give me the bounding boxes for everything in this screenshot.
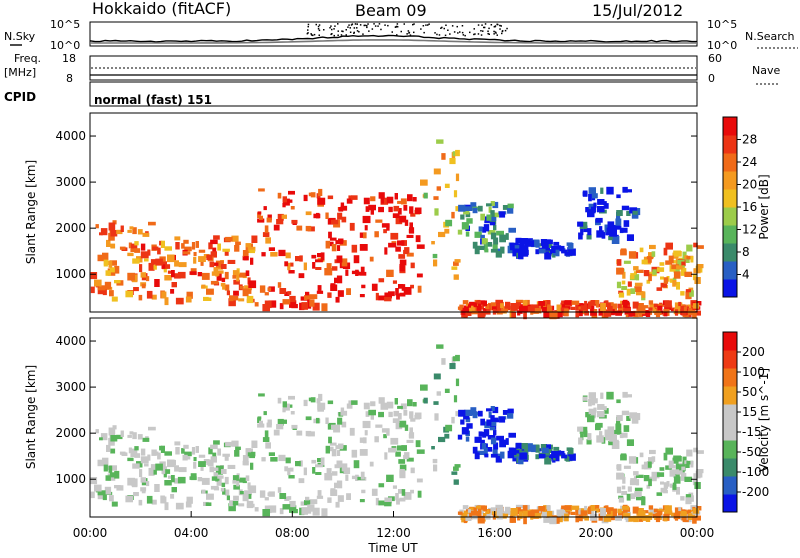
ytick-label: 3000 bbox=[55, 380, 86, 394]
nsearch-label: N.Search bbox=[745, 30, 795, 43]
nsky-dots bbox=[306, 23, 508, 37]
nave-bottom-tick: 0 bbox=[708, 72, 715, 85]
xtick-label: 00:00 bbox=[73, 526, 108, 540]
colorbar-tick: 12 bbox=[742, 223, 757, 237]
nsearch-top-tick: 10^5 bbox=[707, 18, 737, 31]
velocity-colorbar-frame bbox=[722, 331, 738, 513]
freq-label: Freq. bbox=[14, 52, 41, 65]
ytick-label: 3000 bbox=[55, 175, 86, 189]
xtick-label: 20:00 bbox=[579, 526, 614, 540]
power-colorbar: 4 8 12 16 20 24 28 bbox=[723, 117, 757, 298]
ytick-label: 1000 bbox=[55, 267, 86, 281]
ytick-label: 4000 bbox=[55, 129, 86, 143]
cpid-value: normal (fast) 151 bbox=[94, 93, 212, 107]
nsky-bottom-tick: 10^0 bbox=[50, 39, 80, 52]
nave-top-tick: 60 bbox=[708, 52, 722, 65]
colorbar-tick: 20 bbox=[742, 178, 757, 192]
ytick-label: 1000 bbox=[55, 472, 86, 486]
colorbar-tick: 24 bbox=[742, 155, 757, 169]
colorbar-tick: 28 bbox=[742, 133, 757, 147]
velocity-colorbar: -200 -100 -50 -15 15 50 100 200 bbox=[723, 332, 769, 513]
velocity-xticks: 00:00 04:00 08:00 12:00 16:00 20:00 00:00 bbox=[73, 511, 715, 540]
velocity-ylabel: Slant Range [km] bbox=[24, 365, 38, 469]
velocity-colorbar-label: Velocity [m s^-1] bbox=[757, 368, 771, 472]
nsearch-line bbox=[90, 39, 697, 44]
colorbar-tick: 50 bbox=[742, 385, 757, 399]
colorbar-tick: 100 bbox=[742, 365, 765, 379]
cpid-panel-frame bbox=[89, 81, 698, 107]
nsky-top-tick: 10^5 bbox=[50, 18, 80, 31]
colorbar-tick: 8 bbox=[742, 245, 750, 259]
beam-title: Beam 09 bbox=[355, 1, 427, 20]
colorbar-tick: -200 bbox=[742, 485, 769, 499]
ytick-label: 4000 bbox=[55, 334, 86, 348]
nsearch-bottom-tick: 10^0 bbox=[707, 39, 737, 52]
velocity-xlabel: Time UT bbox=[367, 541, 418, 554]
nsky-line bbox=[89, 34, 697, 43]
xtick-label: 12:00 bbox=[376, 526, 411, 540]
velocity-heatmap-cells bbox=[90, 344, 704, 525]
colorbar-tick: -50 bbox=[742, 445, 762, 459]
freq-top-tick: 18 bbox=[62, 52, 76, 65]
power-yticks: 1000 2000 3000 4000 bbox=[55, 129, 697, 281]
xtick-label: 08:00 bbox=[275, 526, 310, 540]
freq-bottom-tick: 8 bbox=[66, 72, 73, 85]
colorbar-tick: 16 bbox=[742, 200, 757, 214]
power-heatmap-cells bbox=[90, 139, 704, 320]
ytick-label: 2000 bbox=[55, 221, 86, 235]
colorbar-tick: 4 bbox=[742, 268, 750, 282]
power-colorbar-frame bbox=[722, 116, 738, 298]
nsky-panel-frame bbox=[89, 21, 698, 47]
ytick-label: 2000 bbox=[55, 426, 86, 440]
freq-unit: [MHz] bbox=[4, 66, 36, 79]
power-colorbar-label: Power [dB] bbox=[757, 174, 771, 239]
nave-label: Nave bbox=[752, 64, 780, 77]
freq-panel-frame bbox=[89, 55, 698, 81]
colorbar-tick: 15 bbox=[742, 405, 757, 419]
nsky-label: N.Sky bbox=[4, 30, 36, 43]
xtick-label: 16:00 bbox=[477, 526, 512, 540]
site-title: Hokkaido (fitACF) bbox=[92, 0, 231, 18]
power-ylabel: Slant Range [km] bbox=[24, 160, 38, 264]
colorbar-tick: -15 bbox=[742, 425, 762, 439]
date-title: 15/Jul/2012 bbox=[592, 1, 683, 20]
xtick-label: 04:00 bbox=[174, 526, 209, 540]
xtick-label: 00:00 bbox=[680, 526, 715, 540]
cpid-label: CPID bbox=[4, 90, 36, 104]
velocity-yticks: 1000 2000 3000 4000 bbox=[55, 334, 697, 486]
colorbar-tick: 200 bbox=[742, 345, 765, 359]
power-panel-frame bbox=[89, 112, 698, 313]
colorbar-tick: -100 bbox=[742, 465, 769, 479]
